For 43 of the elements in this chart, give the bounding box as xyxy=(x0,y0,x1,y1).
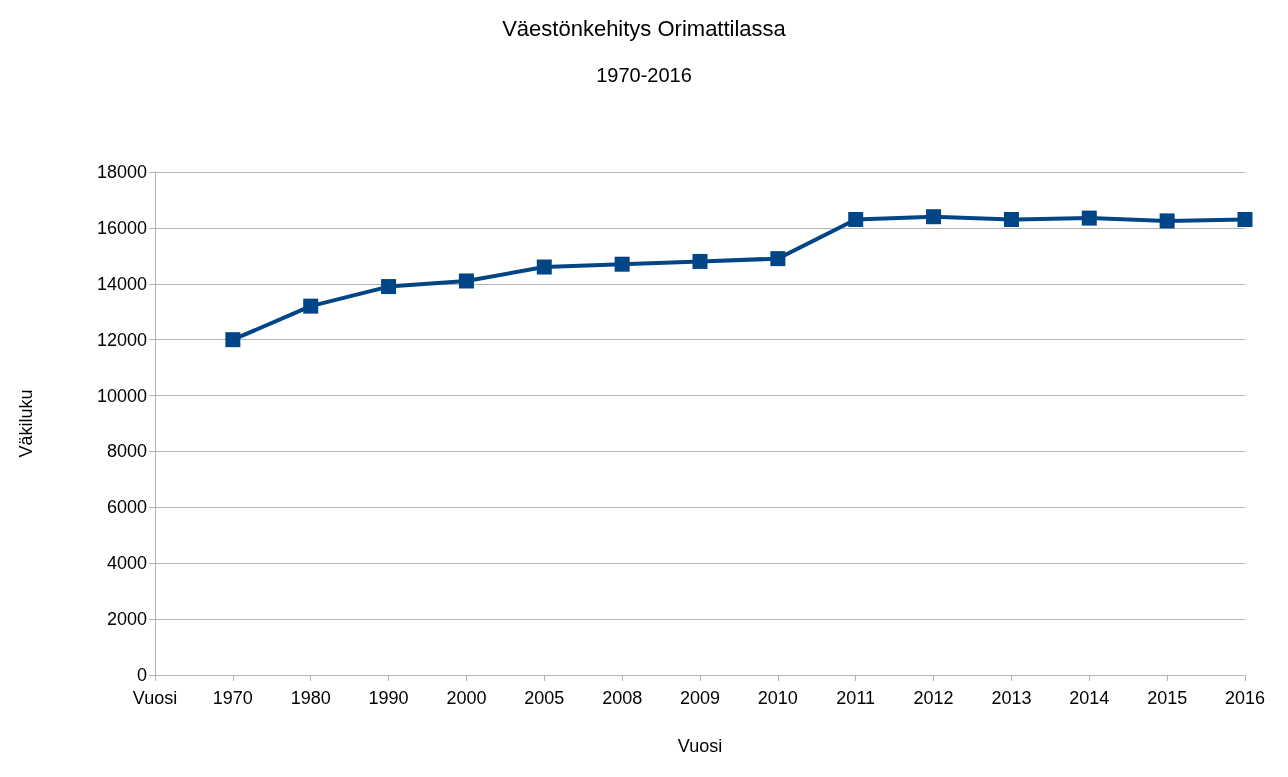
x-tick-label: 2012 xyxy=(913,688,954,708)
point xyxy=(381,279,397,295)
x-tick-label: 2005 xyxy=(524,688,565,708)
point xyxy=(1081,210,1097,226)
point xyxy=(1003,212,1019,228)
y-tick-label: 18000 xyxy=(96,162,147,182)
x-tick-label: 2015 xyxy=(1147,688,1188,708)
x-tick-label: 2016 xyxy=(1224,688,1266,708)
x-tick-label: 2008 xyxy=(602,688,643,708)
point xyxy=(1237,212,1253,228)
y-tick-label: 8000 xyxy=(106,441,147,462)
chart-subtitle: 1970-2016 xyxy=(596,64,692,86)
y-tick-label: 0 xyxy=(136,665,147,685)
point xyxy=(770,251,786,267)
x-tick-label: 1970 xyxy=(212,688,253,708)
point xyxy=(692,253,708,269)
x-tick-label: 2014 xyxy=(1069,688,1110,708)
x-axis-title: Vuosi xyxy=(677,736,723,756)
chart-title: Väestönkehitys Orimattilassa xyxy=(502,15,787,41)
x-tick-label: Vuosi xyxy=(132,688,178,708)
x-tick-label: 2011 xyxy=(836,688,876,708)
y-tick-label: 12000 xyxy=(96,329,147,350)
point xyxy=(926,209,942,225)
x-tick-label: 2000 xyxy=(446,688,487,708)
y-tick-label: 6000 xyxy=(106,497,147,518)
x-tick-label: 1990 xyxy=(368,688,409,708)
point xyxy=(458,273,474,289)
y-tick-label: 16000 xyxy=(96,217,147,238)
y-tick-label: 2000 xyxy=(106,609,147,630)
point xyxy=(614,256,630,272)
y-axis-title: Väkiluku xyxy=(16,389,36,458)
point xyxy=(536,259,552,275)
point xyxy=(303,298,319,314)
x-tick-label: 2009 xyxy=(679,688,721,708)
point xyxy=(848,212,864,228)
y-tick-label: 4000 xyxy=(106,553,147,574)
point xyxy=(225,332,241,348)
x-tick-label: 2010 xyxy=(757,688,798,708)
y-tick-label: 10000 xyxy=(96,385,147,406)
x-tick-label: 2013 xyxy=(991,688,1032,708)
x-tick-label: 1980 xyxy=(290,688,331,708)
y-tick-label: 14000 xyxy=(96,273,147,294)
point xyxy=(1159,213,1175,229)
